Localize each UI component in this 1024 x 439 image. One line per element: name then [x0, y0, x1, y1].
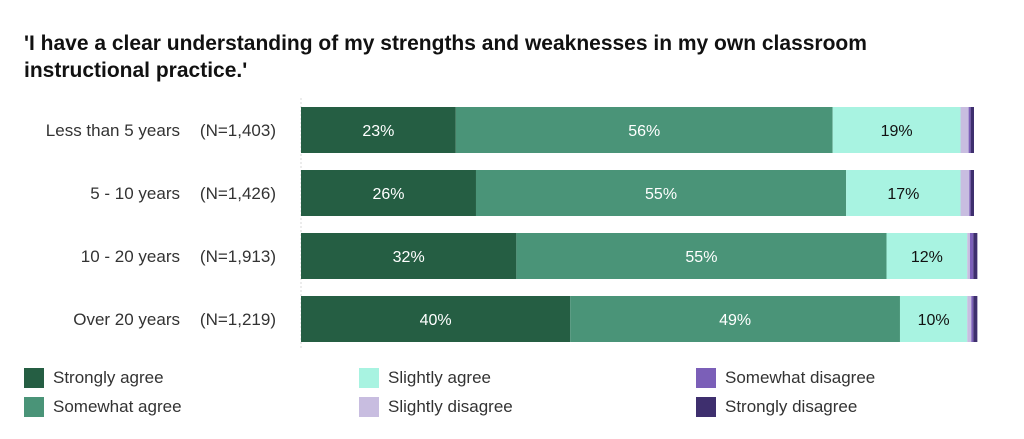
bar-segment-somewhat-agree-less-than-5-years — [455, 107, 833, 153]
category-n-label-10-20-years: (N=1,913) — [200, 247, 276, 266]
category-n-label-less-than-5-years: (N=1,403) — [200, 121, 276, 140]
data-label-slightly-agree-over-20-years: 10% — [918, 312, 950, 329]
bar-segment-slightly-agree-5-10-years — [846, 170, 961, 216]
bar-segment-strongly-agree-10-20-years — [301, 233, 517, 279]
chart-title: 'I have a clear understanding of my stre… — [24, 32, 867, 82]
bar-segment-slightly-disagree-over-20-years — [967, 296, 972, 342]
bar-segment-strongly-disagree-5-10-years — [970, 170, 974, 216]
data-label-somewhat-agree-5-10-years: 55% — [645, 186, 677, 203]
legend-label-strongly-agree: Strongly agree — [53, 368, 164, 387]
legend-item-slightly-disagree: Slightly disagree — [359, 396, 513, 418]
data-label-slightly-agree-less-than-5-years: 19% — [881, 123, 913, 140]
category-label-10-20-years: 10 - 20 years — [81, 247, 180, 266]
category-label-over-20-years: Over 20 years — [73, 310, 180, 329]
bar-segment-somewhat-agree-10-20-years — [516, 233, 887, 279]
legend-label-slightly-disagree: Slightly disagree — [388, 397, 513, 416]
legend-label-somewhat-agree: Somewhat agree — [53, 397, 182, 416]
category-n-label-over-20-years: (N=1,219) — [200, 310, 276, 329]
category-n-label-5-10-years: (N=1,426) — [200, 184, 276, 203]
data-label-slightly-agree-5-10-years: 17% — [887, 186, 919, 203]
legend-swatch-slightly-agree — [359, 368, 379, 388]
bar-segment-strongly-agree-5-10-years — [301, 170, 476, 216]
bar-segment-somewhat-disagree-over-20-years — [971, 296, 974, 342]
bar-segment-slightly-agree-less-than-5-years — [832, 107, 961, 153]
legend-label-somewhat-disagree: Somewhat disagree — [725, 368, 876, 387]
legend-swatch-strongly-disagree — [696, 397, 716, 417]
bar-segment-somewhat-agree-over-20-years — [570, 296, 900, 342]
legend-swatch-slightly-disagree — [359, 397, 379, 417]
bar-segment-slightly-disagree-10-20-years — [967, 233, 970, 279]
bar-segment-somewhat-disagree-10-20-years — [969, 233, 974, 279]
legend-item-somewhat-agree: Somewhat agree — [24, 396, 182, 418]
bar-segment-slightly-disagree-less-than-5-years — [960, 107, 969, 153]
bar-segment-slightly-agree-10-20-years — [886, 233, 968, 279]
bar-segment-strongly-agree-less-than-5-years — [301, 107, 456, 153]
bar-segment-somewhat-disagree-5-10-years — [969, 170, 971, 216]
bar-segment-strongly-agree-over-20-years — [301, 296, 571, 342]
legend-item-slightly-agree: Slightly agree — [359, 367, 491, 389]
legend-item-somewhat-disagree: Somewhat disagree — [696, 367, 875, 389]
data-label-strongly-agree-10-20-years: 32% — [393, 249, 425, 266]
data-label-somewhat-agree-over-20-years: 49% — [719, 312, 751, 329]
bar-segment-somewhat-agree-5-10-years — [475, 170, 847, 216]
category-label-less-than-5-years: Less than 5 years — [46, 121, 180, 140]
data-label-strongly-agree-5-10-years: 26% — [372, 186, 404, 203]
legend-swatch-somewhat-disagree — [696, 368, 716, 388]
category-label-5-10-years: 5 - 10 years — [90, 184, 180, 203]
bar-segment-strongly-disagree-less-than-5-years — [970, 107, 974, 153]
data-label-strongly-agree-less-than-5-years: 23% — [362, 123, 394, 140]
bar-segment-strongly-disagree-over-20-years — [973, 296, 978, 342]
legend-label-slightly-agree: Slightly agree — [388, 368, 492, 387]
bar-segment-somewhat-disagree-less-than-5-years — [968, 107, 971, 153]
data-label-slightly-agree-10-20-years: 12% — [911, 249, 943, 266]
data-label-somewhat-agree-10-20-years: 55% — [685, 249, 717, 266]
bar-segment-slightly-agree-over-20-years — [899, 296, 968, 342]
legend-item-strongly-agree: Strongly agree — [24, 367, 164, 389]
legend-swatch-strongly-agree — [24, 368, 44, 388]
bar-segment-slightly-disagree-5-10-years — [960, 170, 970, 216]
data-label-strongly-agree-over-20-years: 40% — [420, 312, 452, 329]
legend-label-strongly-disagree: Strongly disagree — [725, 397, 858, 416]
legend-swatch-somewhat-agree — [24, 397, 44, 417]
data-label-somewhat-agree-less-than-5-years: 56% — [628, 123, 660, 140]
legend-item-strongly-disagree: Strongly disagree — [696, 396, 857, 418]
bar-segment-strongly-disagree-10-20-years — [973, 233, 978, 279]
